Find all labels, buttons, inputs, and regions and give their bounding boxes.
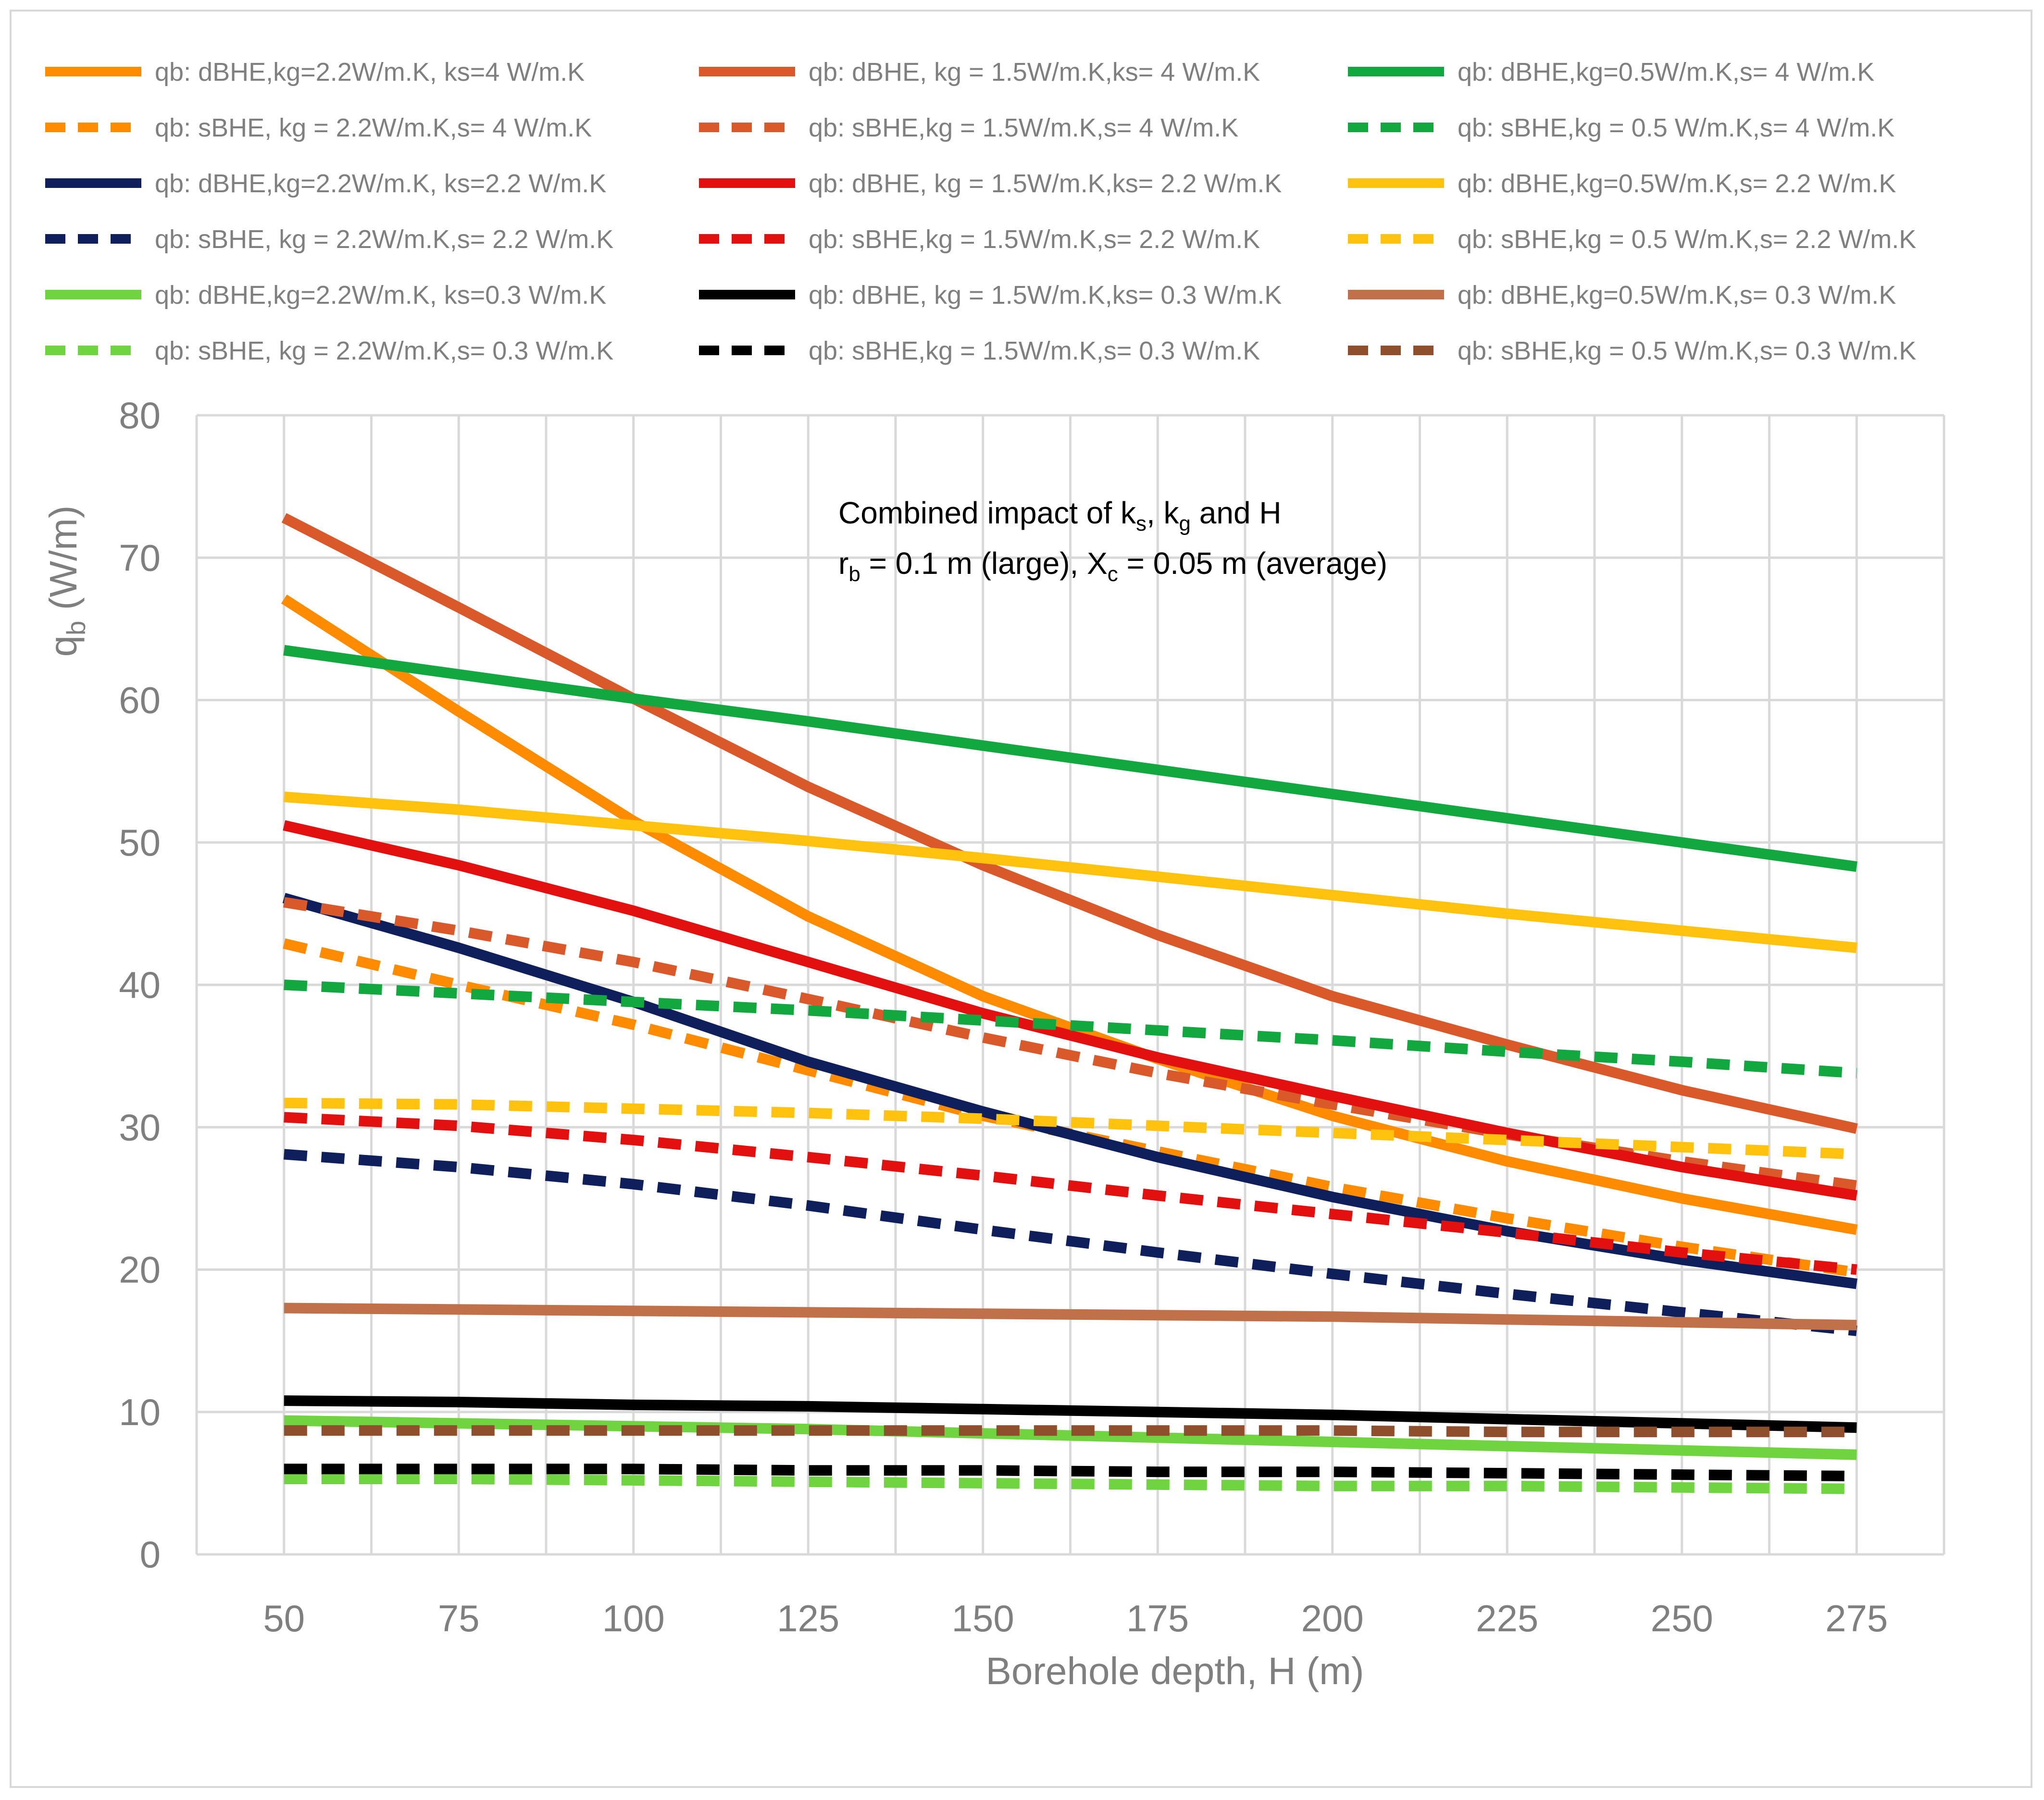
legend-item: qb: dBHE, kg = 1.5W/m.K,ks= 2.2 W/m.K xyxy=(699,169,1282,198)
legend-label: qb: sBHE,kg = 1.5W/m.K,s= 2.2 W/m.K xyxy=(809,225,1260,254)
legend-label: qb: sBHE,kg = 0.5 W/m.K,s= 0.3 W/m.K xyxy=(1458,336,1916,365)
x-tick-label: 75 xyxy=(438,1597,480,1639)
y-tick-label: 80 xyxy=(119,394,161,436)
series-line xyxy=(283,1149,1857,1336)
x-tick-label: 275 xyxy=(1825,1597,1888,1639)
series-line xyxy=(284,980,1857,1079)
y-axis-title-unit: (W/m) xyxy=(42,506,85,621)
legend-item: qb: dBHE,kg=0.5W/m.K,s= 0.3 W/m.K xyxy=(1348,281,1896,310)
legend-label: qb: dBHE,kg=0.5W/m.K,s= 0.3 W/m.K xyxy=(1458,281,1896,310)
legend-item: qb: sBHE,kg = 1.5W/m.K,s= 0.3 W/m.K xyxy=(699,336,1260,365)
y-tick-label: 60 xyxy=(119,679,161,721)
x-tick-label: 150 xyxy=(952,1597,1014,1639)
y-tick-label: 10 xyxy=(119,1391,161,1433)
series-line xyxy=(284,1112,1857,1275)
annotation-line-2-b: = 0.1 m (large), X xyxy=(860,546,1108,581)
y-tick-label: 0 xyxy=(140,1533,161,1576)
series-line xyxy=(284,1395,1857,1433)
series-line xyxy=(284,1303,1857,1330)
annotation-line-2-sub-c: c xyxy=(1108,562,1118,586)
series-line xyxy=(283,645,1857,872)
x-tick-label: 175 xyxy=(1126,1597,1189,1639)
series-line xyxy=(283,820,1858,1201)
legend-item: qb: sBHE,kg = 1.5W/m.K,s= 4 W/m.K xyxy=(699,113,1238,142)
x-tick-label: 250 xyxy=(1651,1597,1713,1639)
legend-label: qb: sBHE,kg = 0.5 W/m.K,s= 4 W/m.K xyxy=(1458,113,1894,142)
x-tick-label: 50 xyxy=(263,1597,305,1639)
annotation-line-2-c: = 0.05 m (average) xyxy=(1118,546,1387,581)
legend-label: qb: sBHE,kg = 0.5 W/m.K,s= 2.2 W/m.K xyxy=(1458,225,1916,254)
line-chart: qb: dBHE,kg=2.2W/m.K, ks=4 W/m.K qb: sBHE… xyxy=(42,58,1945,1692)
legend-item: qb: sBHE,kg = 0.5 W/m.K,s= 2.2 W/m.K xyxy=(1348,225,1916,254)
legend-label: qb: dBHE,kg=0.5W/m.K,s= 4 W/m.K xyxy=(1458,58,1874,87)
legend: qb: dBHE,kg=2.2W/m.K, ks=4 W/m.K qb: sBHE… xyxy=(45,58,1916,365)
legend-label: qb: sBHE, kg = 2.2W/m.K,s= 0.3 W/m.K xyxy=(155,336,613,365)
legend-label: qb: dBHE,kg=2.2W/m.K, ks=0.3 W/m.K xyxy=(155,281,606,310)
annotation-line-1: Combined impact of ks, kg and H xyxy=(838,496,1282,535)
y-tick-label: 20 xyxy=(119,1249,161,1291)
legend-item: qb: dBHE, kg = 1.5W/m.K,ks= 4 W/m.K xyxy=(699,58,1260,87)
x-tick-label: 225 xyxy=(1476,1597,1538,1639)
x-axis-title: Borehole depth, H (m) xyxy=(985,1650,1364,1692)
y-tick-label: 30 xyxy=(119,1106,161,1148)
annotation-line-2: rb = 0.1 m (large), Xc = 0.05 m (average… xyxy=(838,546,1387,586)
legend-label: qb: sBHE,kg = 1.5W/m.K,s= 0.3 W/m.K xyxy=(809,336,1260,365)
legend-item: qb: dBHE,kg=2.2W/m.K, ks=0.3 W/m.K xyxy=(45,281,606,310)
legend-item: qb: dBHE,kg=0.5W/m.K,s= 4 W/m.K xyxy=(1348,58,1874,87)
y-axis-ticks: 0 10 20 30 40 50 60 70 80 xyxy=(119,394,161,1576)
plot-area xyxy=(195,414,1945,1556)
chart-annotation: Combined impact of ks, kg and H rb = 0.1… xyxy=(838,496,1387,586)
annotation-line-2-a: r xyxy=(838,546,848,581)
legend-label: qb: dBHE,kg=2.2W/m.K, ks=2.2 W/m.K xyxy=(155,169,606,198)
y-axis-title-main: q xyxy=(42,635,85,657)
legend-item: qb: sBHE, kg = 2.2W/m.K,s= 4 W/m.K xyxy=(45,113,592,142)
x-tick-label: 100 xyxy=(602,1597,665,1639)
x-tick-label: 200 xyxy=(1301,1597,1364,1639)
legend-label: qb: sBHE, kg = 2.2W/m.K,s= 4 W/m.K xyxy=(155,113,592,142)
legend-label: qb: dBHE,kg=2.2W/m.K, ks=4 W/m.K xyxy=(155,58,585,87)
legend-label: qb: dBHE, kg = 1.5W/m.K,ks= 0.3 W/m.K xyxy=(809,281,1282,310)
chart-frame: qb: dBHE,kg=2.2W/m.K, ks=4 W/m.K qb: sBHE… xyxy=(10,10,2032,1788)
x-axis-ticks: 50 75 100 125 150 175 200 225 250 275 xyxy=(263,1597,1888,1639)
legend-item: qb: dBHE,kg=0.5W/m.K,s= 2.2 W/m.K xyxy=(1348,169,1896,198)
legend-label: qb: dBHE, kg = 1.5W/m.K,ks= 2.2 W/m.K xyxy=(809,169,1282,198)
legend-item: qb: sBHE, kg = 2.2W/m.K,s= 0.3 W/m.K xyxy=(45,336,613,365)
y-tick-label: 50 xyxy=(119,821,161,864)
legend-item: qb: dBHE,kg=2.2W/m.K, ks=2.2 W/m.K xyxy=(45,169,606,198)
annotation-line-1-b: , k xyxy=(1147,496,1180,530)
legend-label: qb: dBHE,kg=0.5W/m.K,s= 2.2 W/m.K xyxy=(1458,169,1896,198)
legend-label: qb: sBHE,kg = 1.5W/m.K,s= 4 W/m.K xyxy=(809,113,1238,142)
annotation-line-1-a: Combined impact of k xyxy=(838,496,1136,530)
legend-item: qb: sBHE,kg = 1.5W/m.K,s= 2.2 W/m.K xyxy=(699,225,1260,254)
legend-label: qb: dBHE, kg = 1.5W/m.K,ks= 4 W/m.K xyxy=(809,58,1260,87)
y-axis-title: qb (W/m) xyxy=(42,506,91,657)
legend-item: qb: dBHE, kg = 1.5W/m.K,ks= 0.3 W/m.K xyxy=(699,281,1282,310)
series-line xyxy=(283,791,1857,953)
series-line xyxy=(281,513,1858,1134)
legend-item: qb: sBHE, kg = 2.2W/m.K,s= 2.2 W/m.K xyxy=(45,225,613,254)
legend-label: qb: sBHE, kg = 2.2W/m.K,s= 2.2 W/m.K xyxy=(155,225,613,254)
annotation-line-1-sub-s: s xyxy=(1136,512,1147,535)
series-lines xyxy=(281,513,1858,1494)
gridlines xyxy=(195,414,1945,1556)
legend-item: qb: dBHE,kg=2.2W/m.K, ks=4 W/m.K xyxy=(45,58,585,87)
x-tick-label: 125 xyxy=(777,1597,839,1639)
legend-item: qb: sBHE,kg = 0.5 W/m.K,s= 0.3 W/m.K xyxy=(1348,336,1916,365)
y-axis-title-sub: b xyxy=(61,621,91,635)
annotation-line-1-sub-g: g xyxy=(1179,512,1191,535)
series-line xyxy=(284,1415,1857,1460)
y-tick-label: 70 xyxy=(119,536,161,579)
legend-item: qb: sBHE,kg = 0.5 W/m.K,s= 4 W/m.K xyxy=(1348,113,1894,142)
annotation-line-2-sub-b: b xyxy=(848,562,860,586)
y-tick-label: 40 xyxy=(119,964,161,1006)
annotation-line-1-c: and H xyxy=(1191,496,1282,530)
